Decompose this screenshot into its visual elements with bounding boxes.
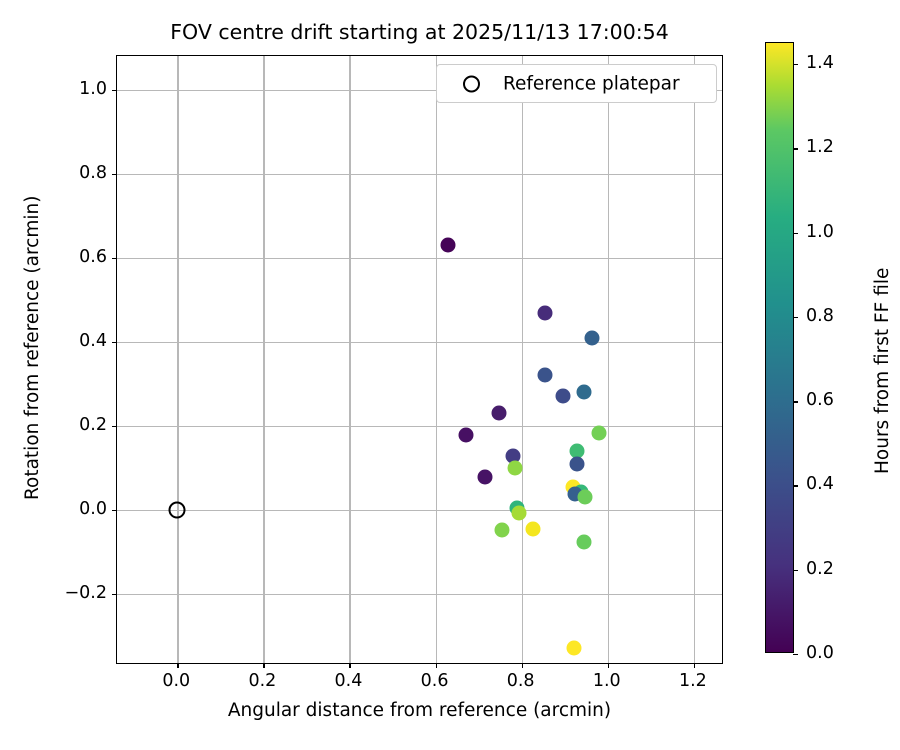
- legend-item-label: Reference platepar: [503, 73, 680, 94]
- plot-axes: [112, 55, 723, 668]
- gridline-vertical: [263, 56, 265, 663]
- scatter-point: [555, 388, 571, 404]
- y-axis-tick: [112, 89, 117, 92]
- colorbar-tick: [793, 64, 798, 66]
- colorbar-tick: [793, 148, 798, 150]
- legend: Reference platepar: [436, 64, 717, 103]
- x-axis-tick: [263, 663, 265, 668]
- y-axis-tick-label: −0.2: [64, 582, 108, 603]
- x-axis-tick-label: 0.6: [420, 671, 449, 691]
- gridline-vertical: [607, 56, 610, 663]
- y-axis-tick-label: 0.6: [79, 246, 107, 267]
- scatter-point: [491, 405, 507, 421]
- x-axis-tick: [693, 663, 696, 668]
- x-axis-tick-label: 0.0: [162, 671, 191, 691]
- colorbar-tick-label: 0.4: [806, 474, 834, 495]
- scatter-point: [507, 460, 523, 476]
- gridline-horizontal: [117, 257, 722, 259]
- y-axis-tick-label: 0.0: [79, 498, 107, 519]
- y-axis-tick-label: 1.0: [79, 78, 107, 99]
- reference-platepar-marker: [168, 501, 186, 519]
- colorbar: [765, 42, 798, 656]
- y-axis-tick-label: 0.8: [79, 162, 107, 183]
- colorbar-tick: [793, 654, 798, 656]
- scatter-point: [537, 305, 553, 321]
- colorbar-tick-label: 1.0: [806, 221, 834, 242]
- colorbar-tick-label: 1.2: [806, 137, 834, 158]
- gridline-horizontal: [117, 341, 722, 343]
- colorbar-tick: [793, 232, 798, 234]
- x-axis-tick: [435, 663, 438, 668]
- x-axis-tick: [349, 663, 352, 668]
- colorbar-tick: [793, 401, 798, 403]
- x-axis-tick: [521, 663, 524, 668]
- y-axis-tick: [112, 341, 117, 344]
- scatter-point: [525, 521, 541, 536]
- y-axis-tick: [112, 173, 117, 176]
- scatter-point: [569, 443, 585, 459]
- x-axis-tick: [177, 663, 179, 668]
- colorbar-tick-label: 0.2: [806, 558, 834, 579]
- y-axis-tick: [112, 425, 117, 428]
- x-axis-tick-label: 0.2: [248, 671, 277, 691]
- scatter-point: [569, 456, 585, 472]
- scatter-point: [494, 522, 510, 538]
- y-axis-tick: [112, 257, 117, 260]
- colorbar-tick-label: 0.8: [806, 305, 834, 326]
- gridline-horizontal: [117, 509, 722, 511]
- scatter-point: [537, 367, 553, 383]
- x-axis-tick-label: 1.2: [678, 671, 707, 691]
- colorbar-tick-label: 0.6: [806, 390, 834, 411]
- scatter-point: [440, 237, 456, 253]
- gridline-vertical: [349, 56, 351, 663]
- scatter-point: [584, 330, 600, 346]
- plot-area: [117, 56, 722, 663]
- scatter-point: [505, 448, 521, 464]
- gridline-horizontal: [117, 173, 722, 175]
- legend-reference-platepar-icon: [463, 75, 480, 92]
- colorbar-label: Hours from first FF file: [872, 267, 893, 474]
- x-axis-tick-label: 0.8: [506, 671, 535, 691]
- colorbar-tick: [793, 485, 798, 487]
- scatter-point: [591, 425, 607, 441]
- gridline-horizontal: [117, 593, 722, 595]
- scatter-point: [511, 505, 527, 521]
- y-axis-tick: [112, 593, 117, 596]
- colorbar-tick: [793, 316, 798, 319]
- scatter-point: [576, 534, 592, 550]
- scatter-point: [576, 384, 592, 400]
- colorbar-tick-label: 0.0: [806, 643, 834, 663]
- colorbar-tick-label: 1.4: [806, 53, 834, 74]
- gridline-horizontal: [117, 425, 722, 427]
- y-axis-label: Rotation from reference (arcmin): [22, 195, 43, 500]
- x-axis-tick-label: 0.4: [334, 671, 363, 691]
- y-axis-tick-label: 0.2: [79, 414, 107, 435]
- colorbar-tick: [793, 569, 798, 572]
- gridline-vertical: [693, 56, 696, 663]
- chart-title: FOV centre drift starting at 2025/11/13 …: [170, 20, 669, 44]
- x-axis-tick-label: 1.0: [592, 671, 621, 691]
- y-axis-tick: [112, 509, 117, 512]
- gridline-horizontal: [117, 89, 722, 91]
- gridline-vertical: [521, 56, 523, 663]
- y-axis-tick-label: 0.4: [79, 330, 107, 351]
- gridline-vertical: [177, 56, 179, 663]
- scatter-point: [458, 427, 474, 443]
- x-axis-tick: [607, 663, 610, 668]
- scatter-point: [577, 489, 593, 505]
- gridline-vertical: [435, 56, 437, 663]
- scatter-point: [566, 640, 582, 656]
- x-axis-label: Angular distance from reference (arcmin): [227, 700, 612, 721]
- scatter-point: [477, 469, 493, 485]
